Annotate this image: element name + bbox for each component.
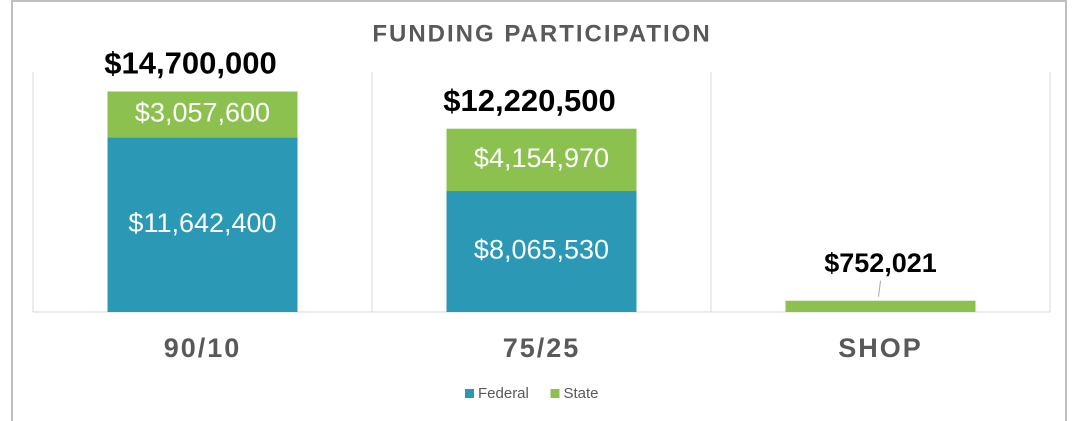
bar-segment: [446, 128, 637, 192]
bar-segment: [107, 137, 298, 312]
x-tick-label: SHOP: [838, 333, 923, 363]
value-label: $3,057,600: [135, 98, 270, 128]
legend-label: Federal: [478, 385, 529, 402]
value-label: $11,642,400: [128, 208, 276, 238]
value-label: $4,154,970: [474, 143, 609, 173]
x-tick-label: 75/25: [503, 333, 581, 363]
total-label: $14,700,000: [104, 46, 276, 81]
value-label: $752,021: [824, 248, 937, 278]
bar-segment: [446, 191, 637, 312]
legend-label: State: [564, 385, 599, 402]
x-tick-label: 90/10: [164, 333, 242, 363]
legend-swatch: [550, 389, 560, 398]
bar-segment: [785, 300, 976, 312]
bar-segment: [107, 91, 298, 138]
value-label: $8,065,530: [474, 235, 609, 265]
total-label: $12,220,500: [443, 83, 615, 118]
legend-swatch: [465, 389, 474, 398]
leader-line: [878, 280, 881, 297]
chart-title: FUNDING PARTICIPATION: [372, 20, 711, 47]
